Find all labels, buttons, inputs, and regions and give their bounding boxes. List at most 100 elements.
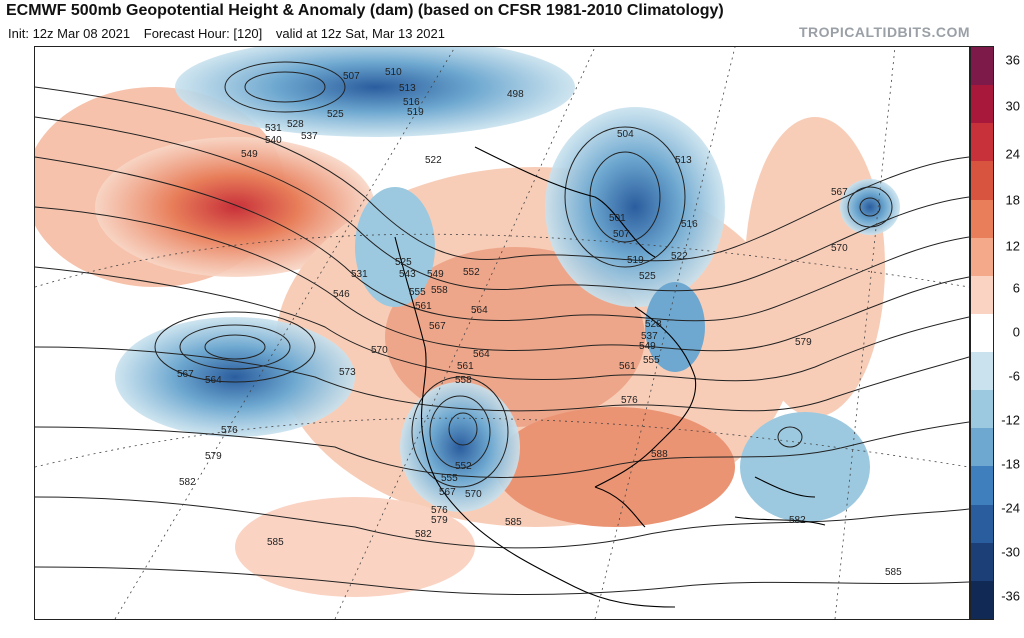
colorbar-segment bbox=[971, 390, 993, 429]
contour-label: 516 bbox=[403, 97, 420, 108]
contour-label: 549 bbox=[241, 149, 258, 160]
contour-label: 561 bbox=[457, 361, 474, 372]
contour-label: 585 bbox=[885, 567, 902, 578]
contour-label: 579 bbox=[795, 337, 812, 348]
map-title: ECMWF 500mb Geopotential Height & Anomal… bbox=[6, 2, 724, 19]
contour-label: 522 bbox=[671, 251, 688, 262]
colorbar-segment bbox=[971, 275, 993, 314]
colorbar-tick: 12 bbox=[1005, 238, 1020, 254]
contour-label: 543 bbox=[399, 269, 416, 280]
contour-label: 570 bbox=[371, 345, 388, 356]
contour-label: 567 bbox=[831, 187, 848, 198]
contour-label: 537 bbox=[641, 331, 658, 342]
contour-label: 510 bbox=[385, 67, 402, 78]
colorbar-segment bbox=[971, 428, 993, 467]
coastlines bbox=[394, 146, 826, 608]
colorbar-segment bbox=[971, 504, 993, 543]
contour-label: 576 bbox=[431, 505, 448, 516]
map-panel: 507 510 513 516 519 498 504 513 525 528 … bbox=[34, 46, 970, 620]
contour-label: 552 bbox=[463, 267, 480, 278]
contour-label: 537 bbox=[301, 131, 318, 142]
contour-label: 564 bbox=[205, 375, 222, 386]
contour-label: 585 bbox=[505, 517, 522, 528]
contour-label: 513 bbox=[399, 83, 416, 94]
colorbar-tick: -18 bbox=[1001, 456, 1020, 472]
contour-label: 558 bbox=[455, 375, 472, 386]
contour-label: 570 bbox=[465, 489, 482, 500]
colorbar-tick: -24 bbox=[1001, 500, 1020, 516]
colorbar-tick: -12 bbox=[1001, 412, 1020, 428]
contour-label: 531 bbox=[351, 269, 368, 280]
contour-label: 555 bbox=[643, 355, 660, 366]
colorbar-tick: -30 bbox=[1001, 544, 1020, 560]
contour-label: 519 bbox=[627, 255, 644, 266]
contour-label: 504 bbox=[617, 129, 634, 140]
contour-label: 525 bbox=[639, 271, 656, 282]
contour-label: 579 bbox=[431, 515, 448, 526]
contour-label: 507 bbox=[613, 229, 630, 240]
colorbar-segment bbox=[971, 466, 993, 505]
contour-label: 516 bbox=[681, 219, 698, 230]
colorbar-segment bbox=[971, 542, 993, 581]
contour-label: 582 bbox=[179, 477, 196, 488]
contour-label: 522 bbox=[425, 155, 442, 166]
contour-label: 498 bbox=[507, 89, 524, 100]
contour-label: 567 bbox=[177, 369, 194, 380]
contour-label: 576 bbox=[221, 425, 238, 436]
valid-time: valid at 12z Sat, Mar 13 2021 bbox=[275, 26, 445, 41]
colorbar-segment bbox=[971, 47, 993, 86]
contour-label: 564 bbox=[471, 305, 488, 316]
contour-labels: 507 510 513 516 519 498 504 513 525 528 … bbox=[177, 67, 902, 578]
contour-label: 525 bbox=[327, 109, 344, 120]
forecast-hour: Forecast Hour: [120] bbox=[143, 26, 263, 41]
contour-label: 540 bbox=[265, 135, 282, 146]
contour-label: 567 bbox=[439, 487, 456, 498]
contour-label: 531 bbox=[265, 123, 282, 134]
anomaly-shading bbox=[35, 47, 900, 597]
contour-label: 576 bbox=[621, 395, 638, 406]
map-subtitle: Init: 12z Mar 08 2021 Forecast Hour: [12… bbox=[8, 26, 455, 41]
height-contours bbox=[35, 61, 969, 595]
colorbar-segment bbox=[971, 161, 993, 200]
contour-label: 582 bbox=[415, 529, 432, 540]
contour-label: 573 bbox=[339, 367, 356, 378]
colorbar-tick: 18 bbox=[1005, 192, 1020, 208]
colorbar-tick: -6 bbox=[1008, 368, 1020, 384]
contour-label: 507 bbox=[343, 71, 360, 82]
contour-label: 519 bbox=[407, 107, 424, 118]
contour-label: 555 bbox=[441, 473, 458, 484]
init-time: Init: 12z Mar 08 2021 bbox=[8, 26, 131, 41]
contour-label: 549 bbox=[639, 341, 656, 352]
colorbar-segment bbox=[971, 352, 993, 391]
contour-label: 525 bbox=[395, 257, 412, 268]
contour-label: 561 bbox=[415, 301, 432, 312]
contour-label: 549 bbox=[427, 269, 444, 280]
contour-label: 501 bbox=[609, 213, 626, 224]
colorbar-segment bbox=[971, 85, 993, 124]
colorbar-tick: 6 bbox=[1012, 280, 1020, 296]
contour-label: 558 bbox=[431, 285, 448, 296]
contour-label: 564 bbox=[473, 349, 490, 360]
contour-label: 552 bbox=[455, 461, 472, 472]
contour-label: 579 bbox=[205, 451, 222, 462]
contour-label: 555 bbox=[409, 287, 426, 298]
contour-label: 585 bbox=[267, 537, 284, 548]
colorbar-segment bbox=[971, 123, 993, 162]
contour-label: 528 bbox=[645, 319, 662, 330]
contour-label: 513 bbox=[675, 155, 692, 166]
graticule bbox=[35, 47, 969, 619]
map-svg: 507 510 513 516 519 498 504 513 525 528 … bbox=[35, 47, 969, 619]
colorbar-tick: 30 bbox=[1005, 98, 1020, 114]
colorbar-segment bbox=[971, 580, 993, 619]
colorbar-tick: 36 bbox=[1005, 52, 1020, 68]
colorbar-tick: 24 bbox=[1005, 146, 1020, 162]
colorbar-ticks: 36 30 24 18 12 6 0 -6 -12 -18 -24 -30 -3… bbox=[996, 46, 1024, 618]
anomaly-colorbar bbox=[970, 46, 994, 620]
brand-watermark: TROPICALTIDBITS.COM bbox=[798, 24, 970, 40]
contour-label: 528 bbox=[287, 119, 304, 130]
contour-label: 588 bbox=[651, 449, 668, 460]
contour-label: 561 bbox=[619, 361, 636, 372]
colorbar-tick: 0 bbox=[1012, 324, 1020, 340]
colorbar-segment bbox=[971, 313, 993, 352]
contour-label: 546 bbox=[333, 289, 350, 300]
